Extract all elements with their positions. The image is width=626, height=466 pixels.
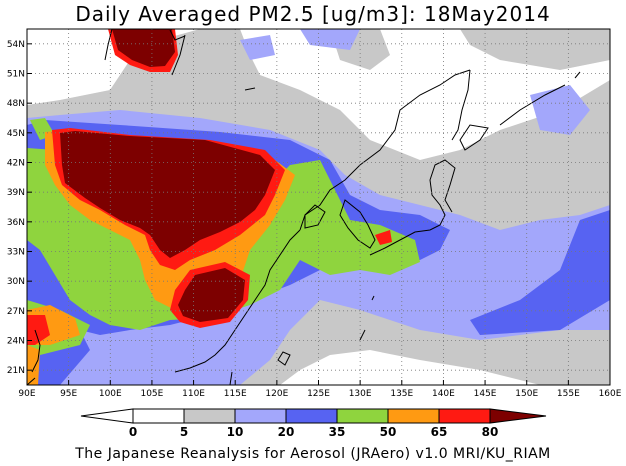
lon-tick-label: 110E	[182, 389, 205, 399]
field-lightblue-region	[240, 35, 275, 60]
lat-tick-label: 36N	[7, 218, 25, 228]
lon-tick-label: 130E	[349, 389, 372, 399]
concentration-field	[27, 29, 610, 385]
lat-tick-label: 27N	[7, 307, 25, 317]
field-darkred-region	[112, 29, 175, 67]
footer-credit: The Japanese Reanalysis for Aerosol (JRA…	[75, 446, 551, 462]
field-red-region	[375, 230, 392, 245]
colorbar-label: 10	[227, 425, 244, 439]
colorbar-label: 5	[180, 425, 188, 439]
colorbar-segment	[336, 408, 389, 424]
colorbar-segment	[183, 408, 236, 424]
graticule	[27, 29, 610, 385]
colorbar-label: 20	[278, 425, 295, 439]
colorbar-segment	[285, 408, 338, 424]
colorbar-label: 80	[482, 425, 499, 439]
coastlines	[27, 29, 581, 385]
field-darkred-region	[60, 131, 275, 258]
field-blue-region	[470, 210, 610, 335]
lat-tick-label: 54N	[7, 40, 25, 50]
longitude-axis: 90E 95E 100E 105E 110E 115E 120E 125E 130E 135E 14…	[18, 380, 622, 399]
map-title: Daily Averaged PM2.5 [ug/m3]: 18May2014	[75, 2, 551, 26]
lat-tick-label: 39N	[7, 188, 25, 198]
lon-tick-label: 125E	[307, 389, 330, 399]
lon-tick-label: 155E	[557, 389, 580, 399]
lon-tick-label: 135E	[390, 389, 413, 399]
lat-tick-label: 30N	[7, 277, 25, 287]
lon-tick-label: 140E	[432, 389, 455, 399]
colorbar: 0 5 10 20 35 50 65 80	[80, 408, 547, 439]
colorbar-label: 35	[329, 425, 346, 439]
lon-tick-label: 145E	[474, 389, 497, 399]
colorbar-segment	[438, 408, 491, 424]
lat-tick-label: 51N	[7, 70, 25, 80]
lon-tick-label: 95E	[60, 389, 77, 399]
field-gray-region	[460, 29, 610, 70]
colorbar-segment	[387, 408, 440, 424]
lat-tick-label: 24N	[7, 337, 25, 347]
lon-tick-label: 115E	[224, 389, 247, 399]
field-red-region	[27, 315, 50, 345]
field-lightblue-region	[530, 85, 590, 135]
colorbar-high-arrow	[489, 408, 547, 424]
lat-tick-label: 45N	[7, 129, 25, 139]
colorbar-label: 0	[129, 425, 137, 439]
lat-tick-label: 33N	[7, 248, 25, 258]
colorbar-segment	[234, 408, 287, 424]
lon-tick-label: 105E	[140, 389, 163, 399]
lon-tick-label: 90E	[18, 389, 35, 399]
latitude-axis: 21N 24N 27N 30N 33N 36N 39N 42N 45N 48N 51N 54N	[7, 40, 32, 376]
field-lightblue-region	[300, 29, 360, 50]
lat-tick-label: 48N	[7, 99, 25, 109]
field-darkred-region	[178, 268, 245, 322]
colorbar-segment	[132, 408, 185, 424]
lon-tick-label: 100E	[99, 389, 122, 399]
lon-tick-label: 160E	[599, 389, 622, 399]
lon-tick-label: 120E	[265, 389, 288, 399]
lat-tick-label: 42N	[7, 159, 25, 169]
colorbar-low-arrow	[80, 408, 134, 424]
lon-tick-label: 150E	[515, 389, 538, 399]
lat-tick-label: 21N	[7, 366, 25, 376]
colorbar-label: 50	[380, 425, 397, 439]
field-orange-region	[27, 345, 40, 385]
colorbar-label: 65	[431, 425, 448, 439]
